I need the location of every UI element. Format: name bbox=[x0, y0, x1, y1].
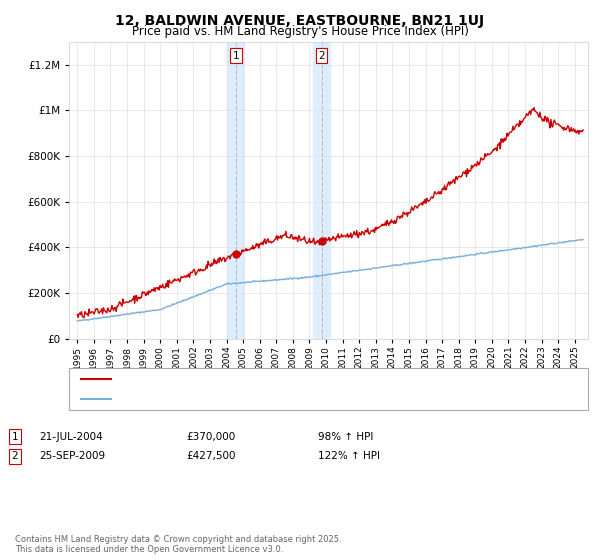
Text: £427,500: £427,500 bbox=[186, 451, 235, 461]
Text: Price paid vs. HM Land Registry's House Price Index (HPI): Price paid vs. HM Land Registry's House … bbox=[131, 25, 469, 38]
Text: Contains HM Land Registry data © Crown copyright and database right 2025.
This d: Contains HM Land Registry data © Crown c… bbox=[15, 535, 341, 554]
Text: 2: 2 bbox=[11, 451, 19, 461]
Point bbox=[231, 250, 241, 259]
Text: 25-SEP-2009: 25-SEP-2009 bbox=[39, 451, 105, 461]
Bar bbox=[227, 42, 244, 339]
Text: 12, BALDWIN AVENUE, EASTBOURNE, BN21 1UJ (semi-detached house): 12, BALDWIN AVENUE, EASTBOURNE, BN21 1UJ… bbox=[117, 375, 454, 384]
Text: £370,000: £370,000 bbox=[186, 432, 235, 442]
Text: 1: 1 bbox=[232, 51, 239, 60]
Bar bbox=[313, 42, 330, 339]
Text: 12, BALDWIN AVENUE, EASTBOURNE, BN21 1UJ: 12, BALDWIN AVENUE, EASTBOURNE, BN21 1UJ bbox=[115, 14, 485, 28]
Text: 1: 1 bbox=[11, 432, 19, 442]
Text: 122% ↑ HPI: 122% ↑ HPI bbox=[318, 451, 380, 461]
Text: HPI: Average price, semi-detached house, Eastbourne: HPI: Average price, semi-detached house,… bbox=[117, 394, 373, 403]
Text: 21-JUL-2004: 21-JUL-2004 bbox=[39, 432, 103, 442]
Text: 2: 2 bbox=[318, 51, 325, 60]
Text: 98% ↑ HPI: 98% ↑ HPI bbox=[318, 432, 373, 442]
Point bbox=[317, 237, 326, 246]
